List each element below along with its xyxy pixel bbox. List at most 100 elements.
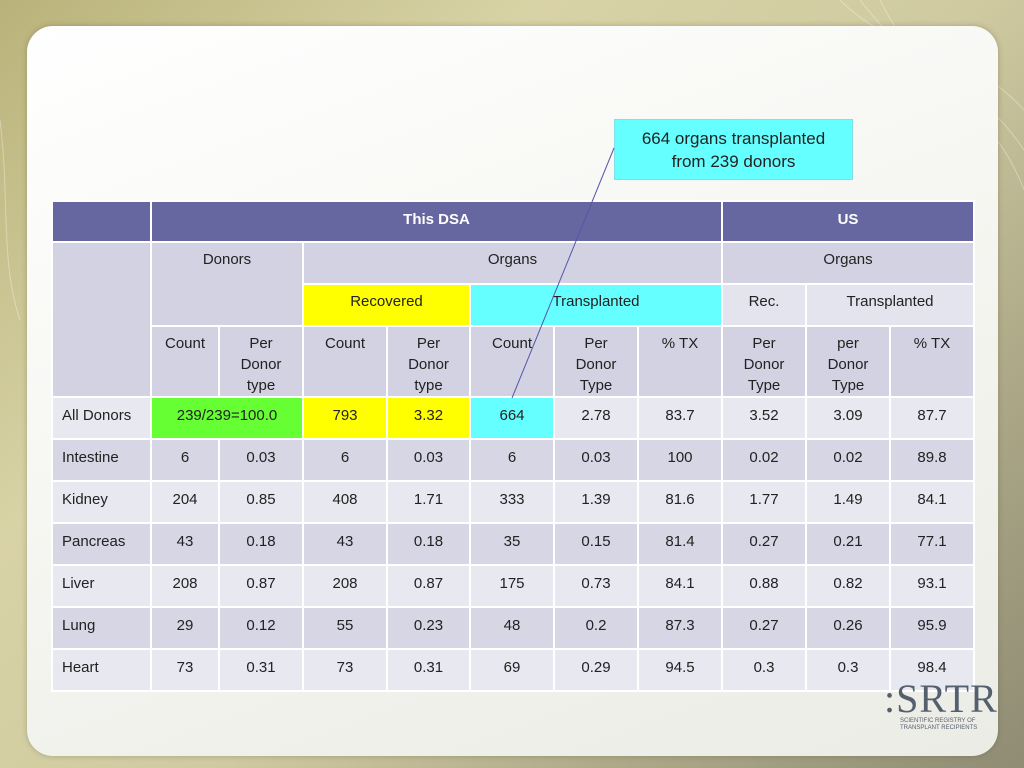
table-cell: 29 xyxy=(150,606,220,650)
table-cell: 93.1 xyxy=(888,564,976,608)
table-row: All Donors 239/239=100.0 793 3.32 664 2.… xyxy=(51,396,976,440)
subheader-us-rec: Rec. xyxy=(721,283,807,327)
table-cell: 0.15 xyxy=(553,522,639,566)
col-transplanted-per: Per Donor Type xyxy=(553,325,639,398)
table-cell: 87.3 xyxy=(637,606,723,650)
table-cell: 0.03 xyxy=(386,438,471,482)
table-cell: 3.32 xyxy=(386,396,471,440)
header-us: US xyxy=(720,200,976,243)
table-cell: 73 xyxy=(302,648,388,692)
table-cell: 0.02 xyxy=(805,438,891,482)
table-cell: 6 xyxy=(150,438,220,482)
row-label: Kidney xyxy=(51,480,152,524)
table-cell: 77.1 xyxy=(888,522,976,566)
table-cell: 98.4 xyxy=(888,648,976,692)
table-cell: 0.29 xyxy=(553,648,639,692)
table-cell: 55 xyxy=(302,606,388,650)
table-cell: 0.3 xyxy=(805,648,891,692)
table-cell: 0.27 xyxy=(721,522,807,566)
table-cell: 0.3 xyxy=(721,648,807,692)
row-label: Intestine xyxy=(51,438,152,482)
subheader-transplanted: Transplanted xyxy=(469,283,723,327)
subheader-organs: Organs xyxy=(302,241,723,285)
table-cell: 94.5 xyxy=(637,648,723,692)
logo-line-2: TRANSPLANT RECIPIENTS xyxy=(900,725,978,731)
table-cell: 43 xyxy=(150,522,220,566)
table-cell: 0.21 xyxy=(805,522,891,566)
table-cell: 0.23 xyxy=(386,606,471,650)
table-cell: 3.09 xyxy=(805,396,891,440)
table-cell: 0.31 xyxy=(386,648,471,692)
table-cell: 81.4 xyxy=(637,522,723,566)
row-label: Pancreas xyxy=(51,522,152,566)
table-cell: 0.18 xyxy=(386,522,471,566)
logo-mark: :SRTR xyxy=(884,676,998,721)
row-label: All Donors xyxy=(51,396,152,440)
header-this-dsa: This DSA xyxy=(150,200,723,243)
subheader-us-transplanted: Transplanted xyxy=(804,283,976,327)
table-cell: 0.02 xyxy=(721,438,807,482)
callout-box: 664 organs transplanted from 239 donors xyxy=(614,119,853,180)
data-rows: Intestine 6 0.03 6 0.03 6 0.03 100 0.02 0.02 89.8 K… xyxy=(51,438,976,692)
row-label: Liver xyxy=(51,564,152,608)
table-cell: 81.6 xyxy=(637,480,723,524)
table-row: Intestine 6 0.03 6 0.03 6 0.03 100 0.02 0.02 89.8 xyxy=(51,438,976,482)
table-cell: 0.31 xyxy=(218,648,304,692)
table-cell: 0.2 xyxy=(553,606,639,650)
column-header-row: Count Per Donor type Count Per Donor type Co… xyxy=(52,325,976,398)
srtr-logo: :SRTR SCIENTIFIC REGISTRY OF TRANSPLANT … xyxy=(884,676,998,732)
table-cell: 664 xyxy=(469,396,555,440)
table-cell: 0.27 xyxy=(721,606,807,650)
header-blank xyxy=(51,200,152,243)
col-us-rec-per: Per Donor Type xyxy=(721,325,807,398)
table-cell: 48 xyxy=(469,606,555,650)
table-cell: 0.03 xyxy=(218,438,304,482)
subheader-donors: Donors xyxy=(150,241,304,327)
table-cell: 2.78 xyxy=(553,396,639,440)
table-cell: 95.9 xyxy=(888,606,976,650)
table-cell: 83.7 xyxy=(637,396,723,440)
table-cell: 239/239=100.0 xyxy=(150,396,304,440)
col-transplanted-count: Count xyxy=(469,325,555,398)
table-row: Liver 208 0.87 208 0.87 175 0.73 84.1 0.88 0.82 93… xyxy=(51,564,976,608)
subheader-us-organs: Organs xyxy=(720,241,976,285)
organ-donation-table: This DSA US Donors Organs Organs Recover… xyxy=(51,200,976,692)
table-row: Lung 29 0.12 55 0.23 48 0.2 87.3 0.27 0.26 95.9 xyxy=(51,606,976,650)
subheader-recovered: Recovered xyxy=(302,283,471,327)
table-row: Heart 73 0.31 73 0.31 69 0.29 94.5 0.3 0.3 98.4 xyxy=(51,648,976,692)
table-cell: 0.12 xyxy=(218,606,304,650)
table-cell: 1.49 xyxy=(805,480,891,524)
table-cell: 43 xyxy=(302,522,388,566)
callout-line-1: 664 organs transplanted xyxy=(641,128,826,148)
row-label: Lung xyxy=(51,606,152,650)
table-cell: 333 xyxy=(469,480,555,524)
header-row: This DSA US xyxy=(51,200,976,243)
table-cell: 0.82 xyxy=(805,564,891,608)
col-us-pct: % TX xyxy=(888,325,976,398)
table-cell: 89.8 xyxy=(888,438,976,482)
table-cell: 793 xyxy=(302,396,388,440)
table-cell: 208 xyxy=(150,564,220,608)
table-cell: 6 xyxy=(469,438,555,482)
table-cell: 69 xyxy=(469,648,555,692)
table-cell: 208 xyxy=(302,564,388,608)
table-cell: 87.7 xyxy=(888,396,976,440)
table-cell: 1.39 xyxy=(553,480,639,524)
logo-line-1: SCIENTIFIC REGISTRY OF xyxy=(900,718,976,724)
table-row: Kidney 204 0.85 408 1.71 333 1.39 81.6 1.77 1.49 8… xyxy=(51,480,976,524)
table-cell: 175 xyxy=(469,564,555,608)
table-cell: 3.52 xyxy=(721,396,807,440)
row-label-blank xyxy=(51,241,152,398)
table-cell: 100 xyxy=(637,438,723,482)
table-cell: 6 xyxy=(302,438,388,482)
col-recovered-per: Per Donor type xyxy=(386,325,471,398)
table-cell: 204 xyxy=(150,480,220,524)
table-cell: 0.87 xyxy=(218,564,304,608)
table-cell: 408 xyxy=(302,480,388,524)
table-cell: 0.88 xyxy=(721,564,807,608)
table-cell: 0.18 xyxy=(218,522,304,566)
col-donor-count: Count xyxy=(150,325,220,398)
table-cell: 1.71 xyxy=(386,480,471,524)
table-cell: 0.87 xyxy=(386,564,471,608)
callout-line-2: from 239 donors xyxy=(671,151,796,171)
